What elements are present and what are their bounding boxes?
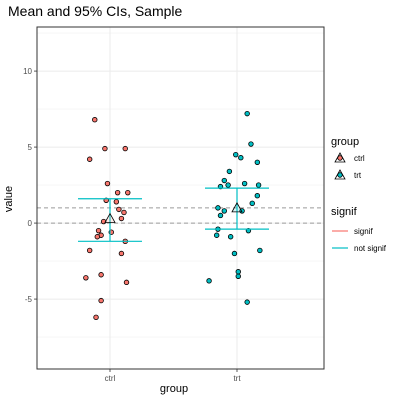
data-point <box>242 181 247 186</box>
legend-label: signif <box>354 227 373 236</box>
legend: group ctrl trt signif signif not signif <box>331 136 387 253</box>
y-tick-label: 10 <box>23 67 32 76</box>
legend-title-signif: signif <box>331 206 358 218</box>
y-tick-label: 0 <box>28 219 33 228</box>
data-point <box>222 178 227 183</box>
data-point <box>94 315 99 320</box>
data-point <box>103 146 108 151</box>
data-point <box>255 160 260 165</box>
legend-title-group: group <box>331 136 359 148</box>
data-point <box>95 234 100 239</box>
data-point <box>96 228 101 233</box>
data-point <box>232 251 237 256</box>
data-point <box>236 274 241 279</box>
data-point <box>92 117 97 122</box>
data-point <box>207 279 212 284</box>
data-point <box>258 248 263 253</box>
data-point <box>105 181 110 186</box>
data-point <box>123 146 128 151</box>
x-tick-label: trt <box>233 374 241 383</box>
y-tick-label: -5 <box>25 295 33 304</box>
data-point <box>115 190 120 195</box>
data-point <box>233 152 238 157</box>
legend-label: ctrl <box>354 154 365 163</box>
data-point <box>249 142 254 147</box>
data-point <box>250 201 255 206</box>
data-point <box>114 200 119 205</box>
data-point <box>117 207 122 212</box>
data-point <box>84 276 89 281</box>
x-tick-label: ctrl <box>105 374 116 383</box>
data-point <box>256 183 261 188</box>
data-point <box>125 190 130 195</box>
data-point <box>87 157 92 162</box>
panel-background <box>37 27 324 369</box>
data-point <box>87 248 92 253</box>
x-axis-title: group <box>160 383 188 395</box>
data-point <box>122 210 127 215</box>
data-point <box>99 272 104 277</box>
data-point <box>236 269 241 274</box>
data-point <box>227 169 232 174</box>
data-point <box>245 300 250 305</box>
data-point <box>255 193 260 198</box>
legend-label: trt <box>354 171 362 180</box>
data-point <box>218 213 223 218</box>
y-tick-label: 5 <box>28 143 33 152</box>
data-point <box>228 234 233 239</box>
data-point <box>216 206 221 211</box>
data-point <box>239 155 244 160</box>
y-axis-title: value <box>3 186 15 212</box>
data-point <box>245 111 250 116</box>
data-point <box>99 298 104 303</box>
plot-panel <box>37 27 324 369</box>
data-point <box>119 251 124 256</box>
chart-title: Mean and 95% CIs, Sample <box>8 3 183 19</box>
data-point <box>222 209 227 214</box>
data-point <box>119 216 124 221</box>
data-point <box>226 183 231 188</box>
data-point <box>124 280 129 285</box>
data-point <box>214 233 219 238</box>
legend-label: not signif <box>354 244 387 253</box>
